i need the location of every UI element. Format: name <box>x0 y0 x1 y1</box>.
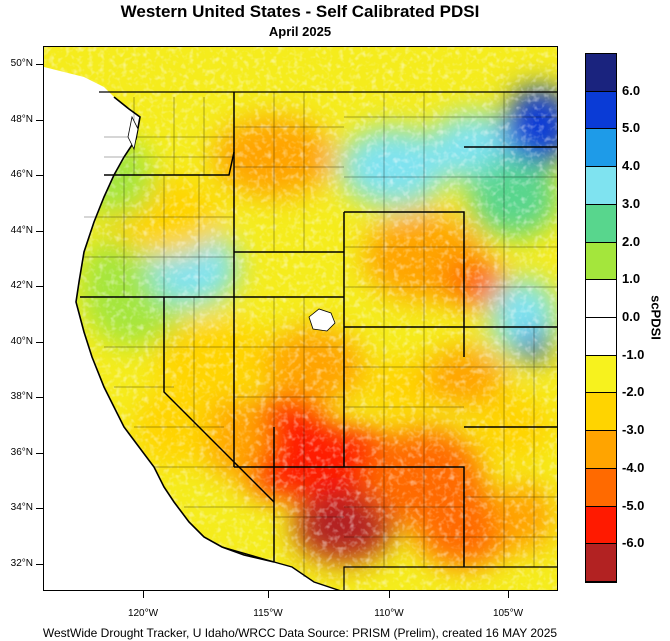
lat-tick <box>36 563 43 565</box>
lon-label: 115°W <box>253 608 283 619</box>
lat-label: 38°N <box>10 391 33 402</box>
colorbar-segment <box>586 242 616 281</box>
colorbar-label: -3.0 <box>622 422 645 438</box>
colorbar-label: 2.0 <box>622 233 641 249</box>
colorbar-label: -6.0 <box>622 535 645 551</box>
lat-tick <box>36 175 43 176</box>
footer-credit: WestWide Drought Tracker, U Idaho/WRCC D… <box>42 626 558 640</box>
colorbar-label: 3.0 <box>622 195 641 211</box>
lat-label: 36°N <box>10 446 33 458</box>
colorbar-label: 6.0 <box>622 82 641 98</box>
map-subtitle: April 2025 <box>268 24 332 39</box>
lat-label: 32°N <box>10 557 33 569</box>
colorbar-label: -5.0 <box>622 497 645 513</box>
lat-tick <box>36 286 43 287</box>
lon-tick <box>508 591 509 598</box>
lat-tick <box>36 119 43 121</box>
colorbar-segment <box>586 280 616 318</box>
colorbar-label: 0.0 <box>622 309 641 324</box>
colorbar-segment <box>586 355 616 394</box>
lat-tick <box>36 508 43 509</box>
colorbar-segment <box>586 129 616 168</box>
colorbar-label: 4.0 <box>622 158 641 174</box>
map-canvas <box>44 47 557 590</box>
boundaries <box>75 91 557 590</box>
colorbar-label: 5.0 <box>622 120 641 136</box>
colorbar-segment <box>586 54 616 92</box>
lat-label: 40°N <box>10 335 33 347</box>
colorbar-label: 1.0 <box>622 271 641 287</box>
colorbar-label: -2.0 <box>622 384 645 400</box>
lat-tick <box>36 230 43 232</box>
lon-label: 105°W <box>492 608 524 619</box>
colorbar-segment <box>586 167 616 205</box>
lat-label: 34°N <box>10 502 33 513</box>
lon-tick <box>389 591 390 598</box>
lat-label: 42°N <box>10 280 33 291</box>
colorbar-segment <box>586 393 616 432</box>
drought-map[interactable] <box>43 46 558 591</box>
colorbar-segment <box>586 318 616 356</box>
lon-tick <box>143 591 144 598</box>
lon-label: 120°W <box>127 608 159 619</box>
colorbar-segment <box>586 506 616 545</box>
colorbar-label: -4.0 <box>622 459 645 475</box>
colorbar-title: scPDSI <box>648 295 664 340</box>
lat-label: 50°N <box>10 58 33 69</box>
colorbar-segment <box>586 544 616 582</box>
lat-label: 46°N <box>10 169 33 180</box>
lat-tick <box>36 64 43 65</box>
colorbar-segment <box>586 204 616 243</box>
colorbar-label: -1.0 <box>622 346 645 362</box>
lat-label: 44°N <box>10 224 33 236</box>
map-title: Western United States - Self Calibrated … <box>120 2 480 21</box>
lat-tick <box>36 397 43 398</box>
colorbar-segment <box>586 91 616 130</box>
lat-tick <box>36 341 43 343</box>
lon-tick <box>268 591 269 598</box>
lat-tick <box>36 452 43 454</box>
lon-label: 110°W <box>374 608 404 619</box>
colorbar <box>585 53 617 583</box>
colorbar-segment <box>586 468 616 507</box>
lat-label: 48°N <box>10 113 33 125</box>
colorbar-segment <box>586 431 616 469</box>
